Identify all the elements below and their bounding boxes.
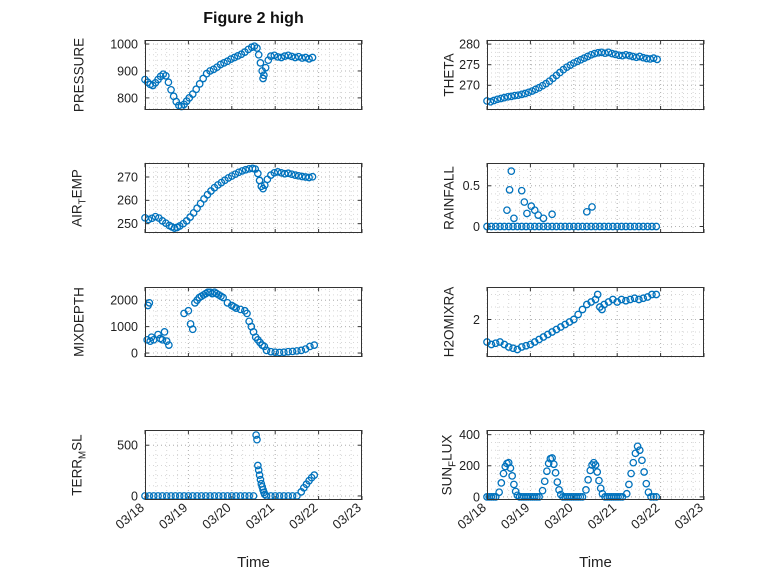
- y-axis-label-h2omixra: H2OMIXRA: [441, 286, 457, 358]
- svg-text:1000: 1000: [110, 37, 138, 51]
- svg-text:03/21: 03/21: [243, 500, 278, 532]
- svg-text:03/20: 03/20: [541, 500, 576, 532]
- svg-text:03/20: 03/20: [199, 500, 234, 532]
- x-axis-label-right: Time: [579, 554, 612, 571]
- svg-text:200: 200: [459, 459, 480, 473]
- subplot-pressure: PRESSURE 800 900 1000: [72, 37, 363, 112]
- svg-text:400: 400: [459, 428, 480, 442]
- svg-text:0: 0: [473, 490, 480, 504]
- svg-text:03/18: 03/18: [454, 500, 489, 532]
- svg-text:03/23: 03/23: [671, 500, 706, 532]
- svg-text:0: 0: [473, 220, 480, 234]
- svg-text:2: 2: [473, 313, 480, 327]
- svg-text:270: 270: [459, 79, 480, 93]
- y-axis-label-theta: THETA: [441, 53, 457, 97]
- svg-text:03/23: 03/23: [329, 500, 364, 532]
- subplot-airtemp: AIRTEMP 250 260 270: [70, 162, 363, 234]
- figure-title: Figure 2 high: [203, 10, 304, 27]
- y-axis-label-sun-flux: SUNFLUX: [439, 434, 459, 496]
- svg-text:900: 900: [117, 64, 138, 78]
- svg-text:03/21: 03/21: [585, 500, 620, 532]
- svg-text:2000: 2000: [110, 294, 138, 308]
- subplot-mixdepth: MIXDEPTH 0 1000 2000: [72, 287, 363, 360]
- y-axis-label-mixdepth: MIXDEPTH: [71, 287, 87, 357]
- svg-text:03/18: 03/18: [112, 500, 147, 532]
- subplot-rainfall: RAINFALL 0 0.5: [442, 163, 705, 234]
- subplot-sun-flux: SUNFLUX 0 200 400 03/18 03/19 03/20 03/21 03/22…: [440, 428, 706, 532]
- svg-text:280: 280: [459, 37, 480, 51]
- svg-text:260: 260: [117, 194, 138, 208]
- svg-text:800: 800: [117, 91, 138, 105]
- y-axis-label-terr-msl: TERRMSL: [69, 434, 89, 496]
- svg-text:03/22: 03/22: [286, 500, 321, 532]
- svg-text:270: 270: [117, 170, 138, 184]
- svg-text:250: 250: [117, 217, 138, 231]
- svg-text:275: 275: [459, 58, 480, 72]
- svg-text:03/22: 03/22: [628, 500, 663, 532]
- subplot-theta: THETA 270 275 280: [442, 37, 705, 111]
- svg-text:1000: 1000: [110, 320, 138, 334]
- svg-text:0: 0: [131, 489, 138, 503]
- y-axis-label-airtemp: AIRTEMP: [69, 169, 89, 227]
- subplot-h2omixra: H2OMIXRA 2: [442, 287, 705, 358]
- x-axis-label-left: Time: [237, 554, 270, 571]
- svg-text:0: 0: [131, 346, 138, 360]
- y-axis-label-pressure: PRESSURE: [71, 37, 87, 113]
- y-axis-label-rainfall: RAINFALL: [441, 166, 457, 230]
- svg-text:0.5: 0.5: [463, 179, 480, 193]
- svg-text:03/19: 03/19: [156, 500, 191, 532]
- subplot-terr-msl: TERRMSL 0 500 03/18 03/19 03/20 03/21 03/22 03/…: [70, 430, 364, 532]
- svg-text:03/19: 03/19: [498, 500, 533, 532]
- svg-text:500: 500: [117, 439, 138, 453]
